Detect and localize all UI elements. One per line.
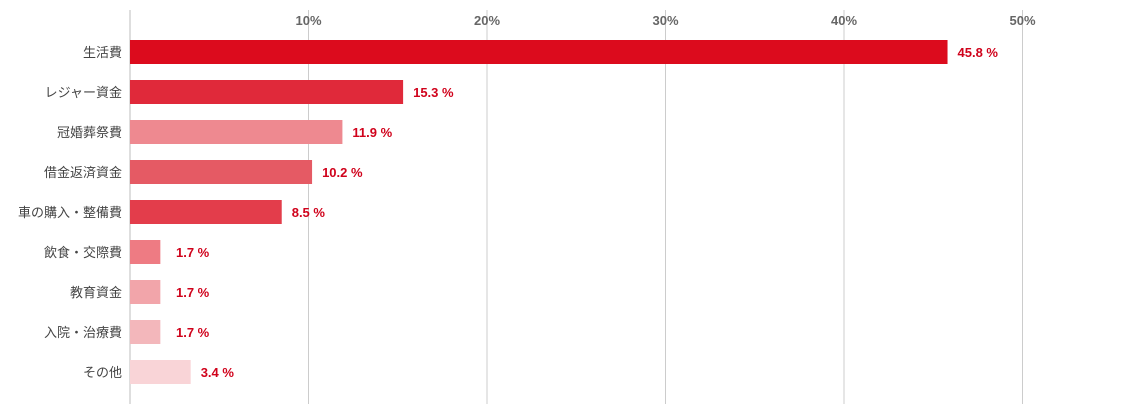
category-label: 冠婚葬祭費 (57, 126, 122, 141)
data-label: 10.2 % (322, 165, 363, 180)
data-label: 1.7 % (176, 285, 210, 300)
bar (130, 360, 191, 384)
bars: 生活費 45.8 % レジャー資金 15.3 % 冠婚葬祭費 11.9 % 借金返済資金 10… (18, 40, 998, 384)
bar (130, 320, 161, 344)
bar (130, 120, 343, 144)
bar (130, 40, 948, 64)
x-tick-label: 40% (831, 13, 857, 28)
category-label: その他 (83, 366, 122, 381)
data-label: 1.7 % (176, 325, 210, 340)
category-label: 借金返済資金 (44, 165, 122, 181)
data-label: 45.8 % (958, 45, 999, 60)
category-label: 生活費 (83, 46, 122, 61)
category-label: 入院・治療費 (44, 326, 122, 341)
data-label: 1.7 % (176, 245, 210, 260)
category-label: 教育資金 (70, 285, 122, 301)
gridlines (308, 10, 1023, 404)
x-tick-label: 50% (1009, 13, 1035, 28)
x-tick-label: 30% (652, 13, 678, 28)
bar (130, 280, 161, 304)
x-axis-ticks: 10% 20% 30% 40% 50% (295, 13, 1035, 28)
bar (130, 160, 313, 184)
category-label: レジャー資金 (45, 85, 122, 101)
bar (130, 240, 161, 264)
data-label: 3.4 % (201, 365, 235, 380)
bar (130, 200, 282, 224)
category-label: 飲食・交際費 (44, 245, 122, 261)
data-label: 11.9 % (352, 125, 392, 140)
data-label: 15.3 % (413, 85, 454, 100)
data-label: 8.5 % (292, 205, 326, 220)
category-label: 車の購入・整備費 (18, 205, 122, 221)
x-tick-label: 20% (474, 13, 500, 28)
x-tick-label: 10% (295, 13, 321, 28)
bar (130, 80, 404, 104)
